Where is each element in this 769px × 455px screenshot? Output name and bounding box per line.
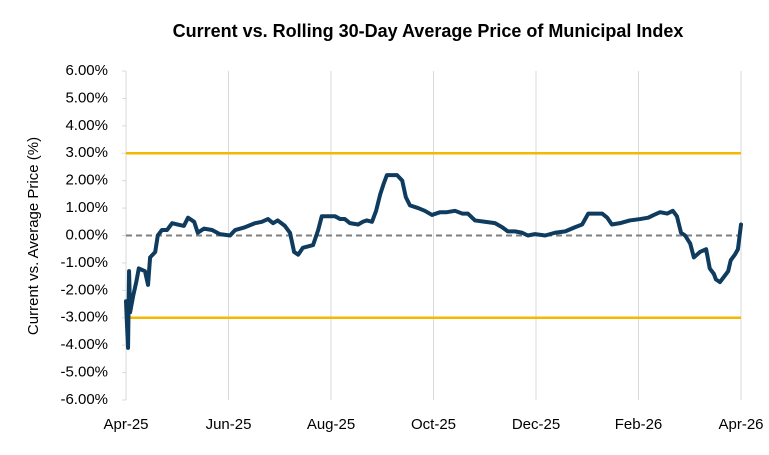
y-tick-label: 1.00% [65,199,108,216]
chart-title: Current vs. Rolling 30-Day Average Price… [173,21,684,41]
x-tick-label: Apr-25 [103,416,148,433]
y-tick-label: 0.00% [65,226,108,243]
y-tick-label: 3.00% [65,144,108,161]
y-tick-label: -3.00% [60,309,108,326]
y-tick-label: -4.00% [60,336,108,353]
y-tick-label: 4.00% [65,117,108,134]
y-tick-label: 6.00% [65,62,108,79]
x-tick-label: Jun-25 [206,416,252,433]
x-tick-label: Feb-26 [615,416,663,433]
x-tick-label: Aug-25 [307,416,355,433]
y-axis-label: Current vs. Average Price (%) [25,137,42,335]
y-tick-label: 5.00% [65,89,108,106]
x-tick-label: Dec-25 [512,416,560,433]
x-tick-label: Oct-25 [411,416,456,433]
y-tick-label: -6.00% [60,391,108,408]
x-tick-label: Apr-26 [718,416,763,433]
y-tick-label: -2.00% [60,281,108,298]
y-tick-label: -5.00% [60,364,108,381]
y-tick-label: 2.00% [65,172,108,189]
price-line [124,173,743,350]
y-tick-label: -1.00% [60,254,108,271]
